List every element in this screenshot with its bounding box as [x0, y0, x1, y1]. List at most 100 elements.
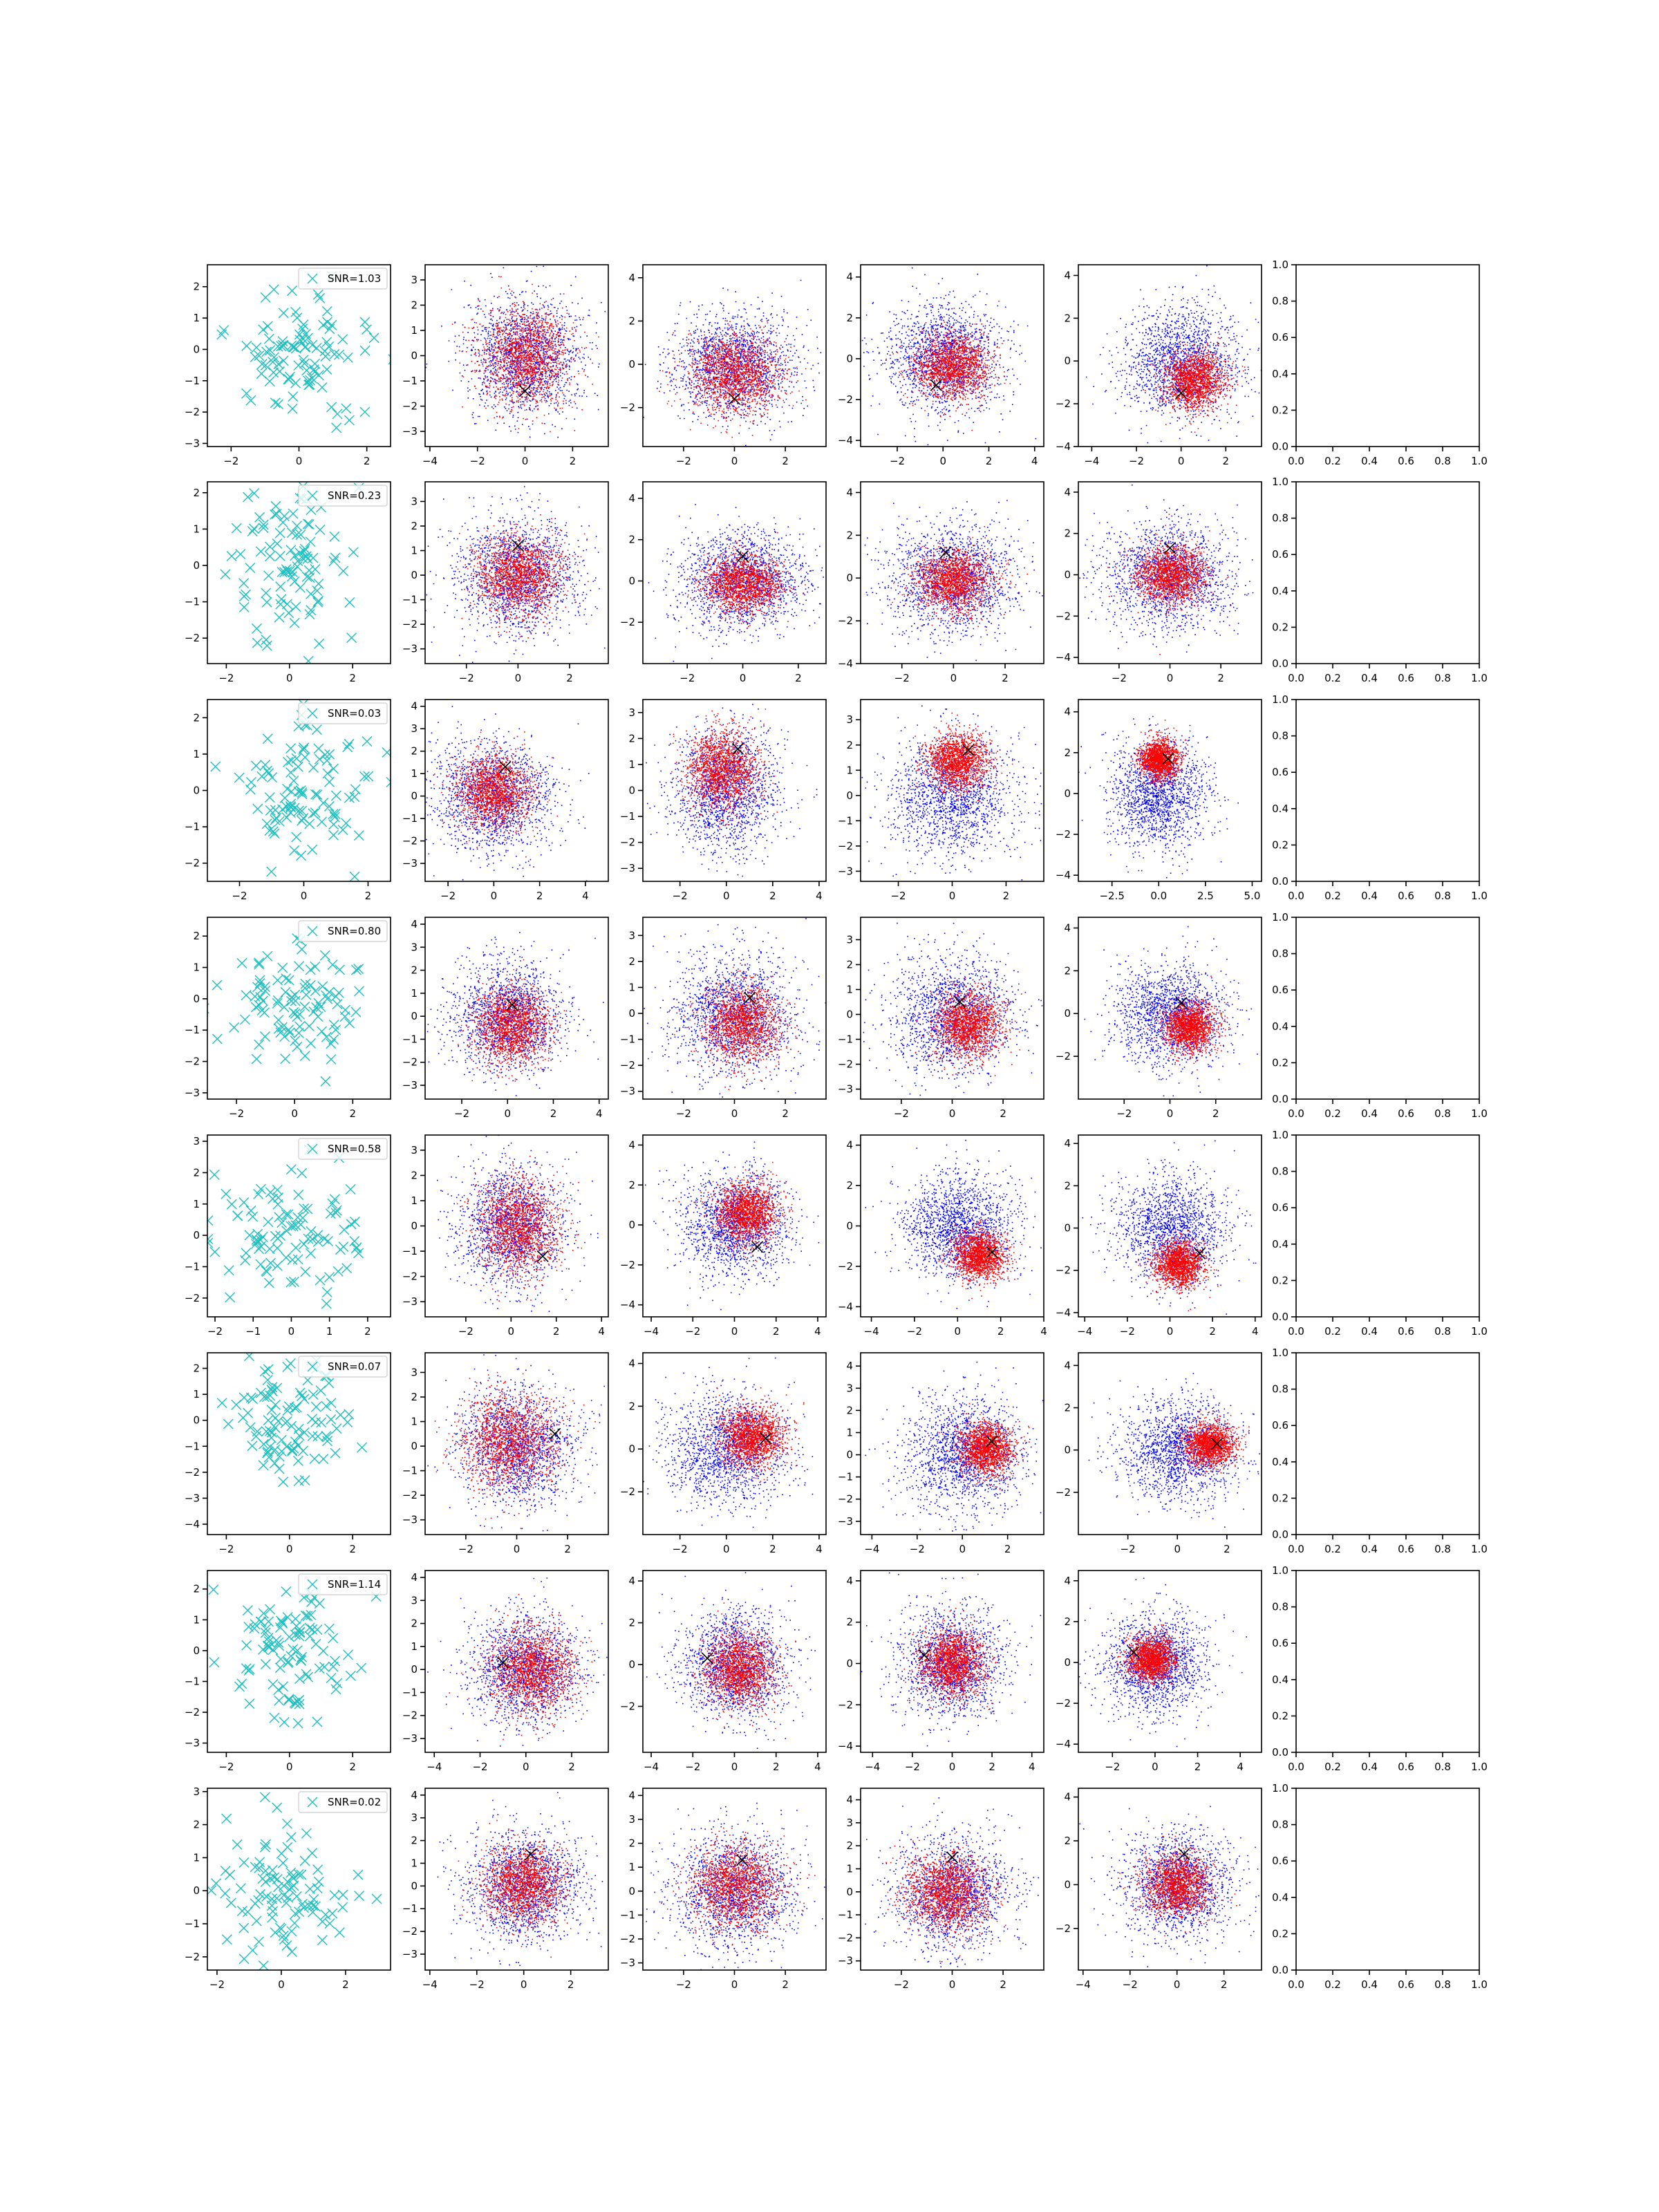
blue-points [1077, 699, 1239, 879]
sample-point [303, 1672, 313, 1682]
sample-point [295, 1388, 305, 1398]
y-tick-label: 2 [193, 281, 200, 293]
sample-point [237, 958, 247, 968]
sample-point [301, 1611, 310, 1621]
x-tick-label: 2 [342, 1978, 349, 1991]
y-tick-label: −2 [1056, 1697, 1071, 1709]
y-tick-label: 1 [411, 1194, 418, 1207]
y-tick-label: −2 [620, 1259, 635, 1271]
x-tick-label: 0.2 [1324, 1543, 1341, 1555]
sample-point [295, 1674, 305, 1684]
x-tick-label: −2 [685, 1325, 700, 1338]
sample-point [265, 1188, 275, 1197]
sample-point [274, 400, 283, 409]
sample-point [268, 1645, 278, 1655]
sample-point [221, 570, 230, 579]
y-tick-label: 2 [193, 1819, 200, 1831]
y-tick-label: −1 [838, 1909, 853, 1921]
blue-points [851, 268, 1047, 445]
y-tick-label: 2 [193, 1583, 200, 1595]
y-tick-label: 0.8 [1272, 948, 1288, 960]
x-tick-label: 0 [949, 1761, 956, 1773]
sample-point [317, 383, 327, 393]
y-tick-label: −1 [620, 810, 635, 823]
y-tick-label: 2 [1064, 1402, 1071, 1414]
sample-point [252, 624, 261, 633]
x-tick-label: 4 [1029, 1761, 1035, 1773]
x-tick-label: 0 [491, 890, 498, 902]
x-tick-label: 2.5 [1197, 890, 1214, 902]
sample-point [227, 551, 236, 561]
y-tick-label: 0.8 [1272, 1383, 1288, 1396]
sample-point [290, 551, 300, 561]
sample-point [284, 608, 294, 618]
sample-point [274, 1882, 283, 1892]
sample-point [254, 958, 264, 968]
x-tick-label: −2 [470, 455, 485, 467]
x-tick-label: 1.0 [1471, 1325, 1488, 1338]
sample-point [301, 1267, 310, 1277]
y-tick-label: 4 [846, 1360, 853, 1372]
red-points [449, 1594, 598, 1740]
y-tick-label: 0.6 [1272, 1637, 1288, 1649]
sample-point [268, 1913, 277, 1922]
sample-point [239, 1923, 249, 1933]
sample-point [260, 1367, 270, 1376]
sample-point [329, 556, 339, 566]
red-points [424, 731, 558, 857]
y-tick-label: 3 [193, 1135, 200, 1147]
sample-point [281, 987, 290, 997]
y-tick-label: 4 [1064, 486, 1071, 498]
y-tick-label: −3 [185, 1492, 200, 1504]
x-tick-label: 2 [536, 890, 543, 902]
sample-point [332, 1424, 341, 1434]
y-tick-label: 0.6 [1272, 1855, 1288, 1867]
y-tick-label: 4 [1064, 1791, 1071, 1803]
y-tick-label: −2 [402, 1489, 418, 1501]
sample-point [290, 618, 299, 628]
y-tick-label: 0.4 [1272, 1456, 1288, 1468]
plot-area [427, 1577, 639, 1765]
sample-point [305, 819, 315, 829]
sample-point [251, 761, 261, 771]
y-tick-label: 4 [628, 1575, 635, 1587]
y-tick-label: −2 [838, 840, 853, 852]
y-tick-label: −2 [1056, 397, 1071, 410]
sample-point [270, 1445, 280, 1454]
x-tick-label: 0.0 [1288, 1761, 1304, 1773]
x-tick-label: 0 [523, 1761, 529, 1773]
sample-point [242, 341, 252, 350]
sample-point [284, 975, 294, 985]
x-tick-label: 0.4 [1361, 1978, 1378, 1991]
y-tick-label: −2 [1056, 828, 1071, 841]
sample-point [393, 1020, 402, 1029]
x-tick-label: −2 [910, 1543, 925, 1555]
sample-point [345, 1018, 355, 1028]
sample-point [317, 817, 327, 827]
y-tick-label: 2 [1064, 312, 1071, 324]
sample-point [306, 1610, 316, 1620]
sample-point [290, 1437, 300, 1447]
sample-point [281, 1054, 290, 1064]
blue-points [646, 1572, 816, 1770]
plot-area [1065, 481, 1274, 655]
y-tick-label: −3 [620, 862, 635, 874]
y-tick-label: 0 [411, 1220, 418, 1232]
sample-point [245, 1699, 254, 1709]
axes-frame [1296, 482, 1479, 664]
y-tick-label: −3 [838, 865, 853, 877]
x-tick-label: −4 [865, 1761, 880, 1773]
y-tick-label: 2 [628, 732, 635, 744]
x-tick-label: 0.2 [1324, 672, 1341, 684]
sample-point [259, 325, 268, 335]
y-tick-label: 2 [411, 299, 418, 311]
y-tick-label: 0 [193, 993, 200, 1005]
sample-point [350, 792, 359, 802]
legend: SNR=0.58 [299, 1138, 387, 1159]
y-tick-label: 0.4 [1272, 1891, 1288, 1904]
x-tick-label: 0.6 [1398, 1978, 1414, 1991]
y-tick-label: 0.0 [1272, 1964, 1288, 1976]
x-tick-label: 2 [564, 1543, 571, 1555]
